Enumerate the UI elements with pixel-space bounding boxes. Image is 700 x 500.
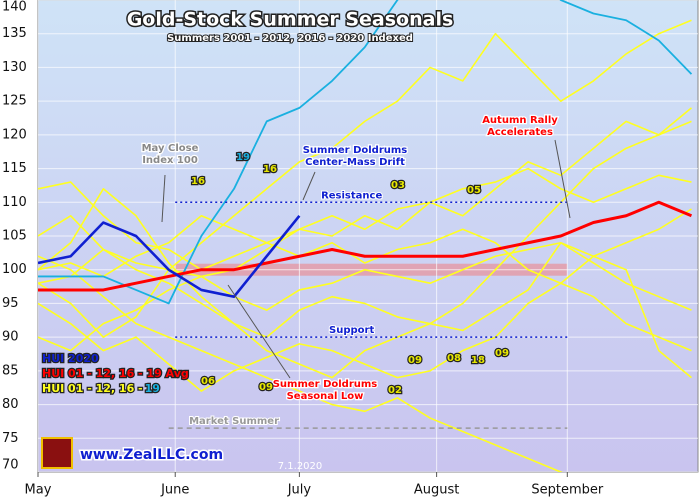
legend-entry: 19 bbox=[145, 382, 160, 395]
year-label: 08 bbox=[447, 353, 461, 364]
annotation: Autumn Rally Accelerates bbox=[482, 115, 558, 138]
yellow-line bbox=[38, 167, 692, 271]
annotation: May Close Index 100 bbox=[142, 143, 199, 166]
series-line bbox=[38, 200, 693, 292]
legend-entry: HUI 2020 bbox=[42, 352, 99, 365]
legend-entry: HUI 01 - 12, 16 - 19 Avg bbox=[42, 367, 189, 380]
x-tick-label: August bbox=[414, 483, 460, 498]
year-label: 09 bbox=[495, 348, 509, 359]
yellow-line bbox=[38, 19, 692, 338]
y-tick-label: 115 bbox=[2, 161, 27, 176]
y-tick-label: 105 bbox=[2, 229, 27, 244]
website: www.ZealLLC.com bbox=[80, 447, 223, 463]
yellow-line bbox=[38, 107, 692, 352]
yellow-line bbox=[38, 208, 692, 284]
subtitle: Summers 2001 - 2012, 2016 - 2020 Indexed bbox=[167, 33, 413, 44]
year-label: 02 bbox=[388, 385, 402, 396]
annotation: Summer Doldrums Center-Mass Drift bbox=[303, 145, 408, 168]
arrow bbox=[554, 139, 571, 219]
series-line bbox=[38, 214, 301, 298]
legend-entry: HUI 01 - 12, 16 - bbox=[42, 382, 143, 395]
reference-label: Support bbox=[329, 325, 374, 336]
arrow bbox=[227, 284, 291, 379]
year-label: 05 bbox=[467, 185, 481, 196]
year-label: 09 bbox=[259, 382, 273, 393]
year-label: 18 bbox=[471, 355, 485, 366]
y-tick-label: 110 bbox=[2, 195, 27, 210]
y-tick-label: 135 bbox=[2, 26, 27, 41]
year-label: 16 bbox=[263, 164, 277, 175]
yellow-line bbox=[38, 120, 692, 379]
year-label: 19 bbox=[236, 152, 250, 163]
series-line bbox=[38, 0, 693, 305]
yellow-line bbox=[38, 241, 692, 379]
y-tick-label: 140 bbox=[2, 0, 27, 15]
y-tick-label: 75 bbox=[2, 431, 19, 446]
yellow-line bbox=[38, 255, 563, 472]
y-tick-label: 125 bbox=[2, 94, 27, 109]
y-tick-label: 95 bbox=[2, 296, 19, 311]
year-label: 06 bbox=[201, 376, 215, 387]
y-tick-label: 90 bbox=[2, 330, 19, 345]
reference-label: Market Summer bbox=[189, 416, 279, 427]
arrow bbox=[302, 171, 316, 201]
y-tick-label: 120 bbox=[2, 127, 27, 142]
x-tick-label: May bbox=[25, 483, 52, 498]
yellow-line bbox=[38, 214, 692, 338]
x-tick-label: June bbox=[160, 483, 189, 498]
x-tick-label: September bbox=[531, 483, 604, 498]
y-tick-label: 130 bbox=[2, 60, 27, 75]
year-label: 09 bbox=[408, 355, 422, 366]
yellow-line bbox=[38, 282, 692, 392]
chart-title: Gold-Stock Summer Seasonals bbox=[127, 9, 454, 31]
y-tick-label: 100 bbox=[2, 262, 27, 277]
x-tick-label: July bbox=[287, 483, 312, 498]
year-label: 03 bbox=[391, 180, 405, 191]
arrow bbox=[161, 174, 166, 223]
year-label: 16 bbox=[191, 176, 205, 187]
logo bbox=[41, 437, 73, 469]
annotation: Summer Doldrums Seasonal Low bbox=[273, 379, 378, 402]
y-tick-label: 70 bbox=[2, 458, 19, 473]
date-label: 7.1.2020 bbox=[278, 461, 323, 472]
y-tick-label: 80 bbox=[2, 397, 19, 412]
reference-label: Resistance bbox=[321, 190, 382, 201]
y-tick-label: 85 bbox=[2, 363, 19, 378]
